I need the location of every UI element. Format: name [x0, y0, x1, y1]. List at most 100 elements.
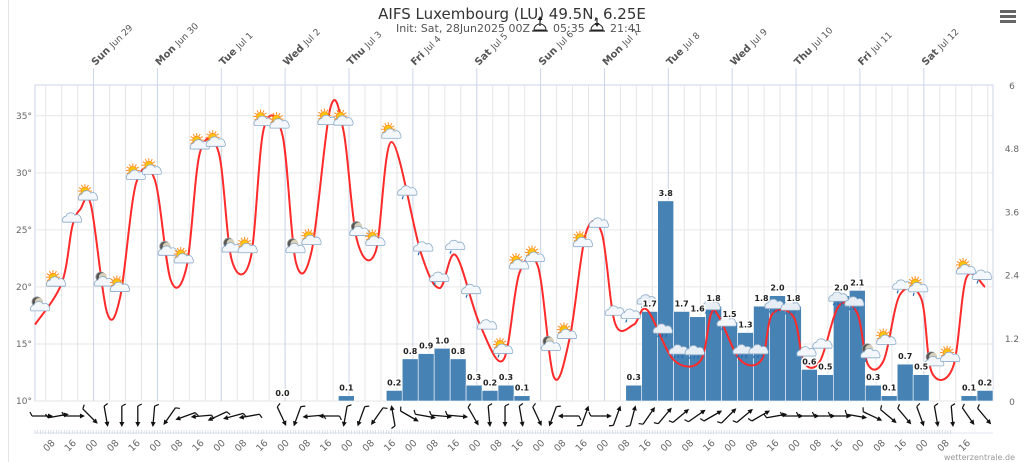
- wind-arrow-icon: [684, 409, 706, 423]
- precipitation-value-label: 0.3: [467, 373, 481, 382]
- precipitation-bar: [417, 353, 435, 402]
- wind-arrow-head: [919, 420, 925, 427]
- rain-drop: [768, 309, 772, 313]
- rain-drop: [417, 251, 420, 256]
- moon-cloud-icon: [285, 238, 306, 254]
- wind-arrow-icon: [293, 405, 306, 427]
- sun-ray: [278, 112, 281, 116]
- wind-arrow-icon: [103, 403, 110, 427]
- hour-label: 00: [84, 438, 100, 454]
- precipitation-bar: [433, 348, 451, 402]
- hour-label: 08: [744, 438, 760, 454]
- wind-arrow-icon: [588, 411, 612, 419]
- precipitation-tick-label: 1.2: [1005, 335, 1019, 345]
- hour-label: 16: [957, 438, 973, 454]
- sun-ray: [264, 112, 267, 115]
- rain-drop: [433, 282, 436, 286]
- sun-ray: [959, 258, 962, 262]
- hour-label: 16: [126, 438, 142, 454]
- precipitation-value-label: 0.2: [483, 378, 497, 387]
- rain-drop: [756, 354, 760, 359]
- cloud-shape: [30, 301, 51, 312]
- hamburger-menu-icon[interactable]: [1000, 10, 1016, 24]
- sun-ray: [318, 117, 321, 120]
- rain-drop: [645, 304, 648, 309]
- precipitation-value-label: 0.0: [275, 389, 290, 398]
- day-label: Mon Jun 30: [154, 21, 201, 68]
- direction-arrow-head: [537, 16, 543, 20]
- wind-barb: [608, 424, 614, 427]
- wind-arrow-head: [473, 419, 479, 426]
- sun-ray: [375, 232, 379, 235]
- precipitation-value-label: 1.8: [786, 294, 801, 303]
- sun-cloud-icon: [237, 236, 258, 254]
- wind-arrow-head: [318, 413, 324, 419]
- sun-ray: [184, 250, 188, 253]
- sun-ray: [216, 133, 219, 136]
- sunset-time: 21:41: [610, 22, 642, 35]
- wind-arrow-shaft: [721, 409, 736, 424]
- wind-arrow-shaft: [224, 412, 244, 419]
- wind-arrow-shaft: [343, 406, 348, 425]
- cloud-shape: [908, 282, 929, 293]
- precipitation-value-label: 0.1: [515, 384, 530, 393]
- sun-ray: [567, 325, 571, 328]
- sun-ray: [916, 276, 920, 280]
- sun-ray: [509, 261, 513, 264]
- moon-cloud-icon: [157, 240, 178, 256]
- wind-arrow-head: [487, 421, 493, 427]
- rain-drop: [760, 354, 764, 359]
- hour-label: 16: [190, 438, 206, 454]
- day-label: Thu Jul 10: [792, 25, 835, 68]
- sun-cloud-icon: [572, 230, 594, 248]
- wind-barb: [194, 412, 199, 417]
- sun-ray: [46, 273, 50, 276]
- sun-ray: [190, 136, 194, 139]
- sun-ray: [128, 164, 131, 167]
- precipitation-value-label: 0.6: [802, 357, 817, 366]
- wind-arrow-shaft: [672, 409, 688, 423]
- precipitation-value-label: 0.3: [866, 373, 880, 382]
- wind-arrow-shaft: [897, 407, 911, 424]
- wind-arrow-head: [281, 420, 287, 426]
- wind-arrow-shaft: [703, 410, 721, 422]
- wind-arrow-shaft: [549, 406, 557, 425]
- wind-arrow-shaft: [293, 406, 302, 425]
- time-ruler: [34, 430, 993, 434]
- cloud-shape: [141, 164, 162, 175]
- sun-cloud-icon: [509, 252, 530, 270]
- precipitation-value-label: 0.2: [978, 378, 992, 387]
- precipitation-tick-label: 3.6: [1005, 208, 1020, 218]
- wind-barb: [276, 403, 281, 408]
- wind-arrow-shaft: [209, 411, 227, 421]
- hour-label: 08: [808, 438, 824, 454]
- precipitation-bars: [338, 200, 994, 402]
- precipitation-bar: [385, 390, 403, 402]
- wind-arrow-icon: [977, 403, 992, 425]
- cloud-shape: [477, 319, 498, 330]
- sun-ray: [248, 239, 251, 242]
- wind-arrow-head: [985, 418, 992, 425]
- wind-arrow-icon: [699, 410, 723, 422]
- cloud-shape: [173, 253, 194, 264]
- sun-ray: [144, 158, 147, 162]
- wind-barb: [518, 403, 524, 407]
- wind-arrow-head: [119, 422, 125, 427]
- wind-barb: [717, 421, 722, 424]
- hour-label: 00: [275, 438, 291, 454]
- sun-ray: [206, 139, 209, 142]
- sun-ray: [365, 238, 369, 241]
- rain-drop: [832, 302, 835, 306]
- precipitation-value-label: 1.7: [643, 299, 657, 308]
- wind-barb: [154, 403, 160, 407]
- wind-arrow-icon: [916, 402, 925, 427]
- wind-arrow-icon: [625, 405, 637, 428]
- rain-drop: [625, 319, 628, 323]
- sun-ray: [918, 278, 922, 282]
- heavy-rain-cloud-icon: [828, 291, 849, 306]
- cloud-shape: [860, 348, 881, 359]
- cloud-shape: [269, 118, 290, 129]
- heavy-rain-cloud-icon: [652, 323, 673, 338]
- sun-ray: [182, 247, 185, 251]
- wind-arrow-head: [537, 420, 542, 426]
